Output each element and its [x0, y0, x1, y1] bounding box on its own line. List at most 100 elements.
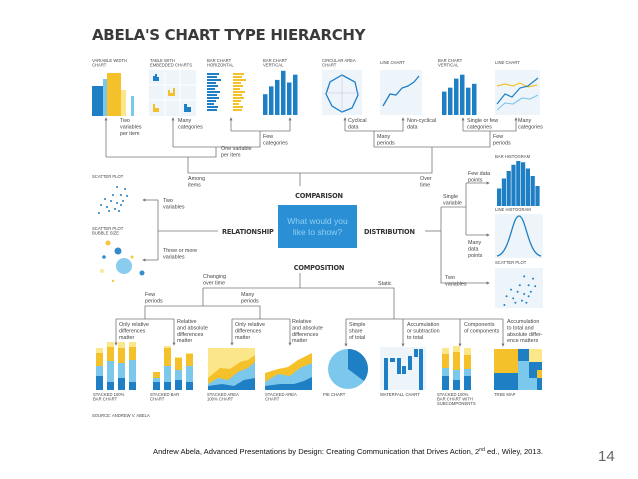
- chart-type-label: STACKED 100% BAR CHART WITH SUBCOMPONENTS: [437, 392, 476, 406]
- chart-type-label-line: BUBBLE SIZE: [92, 231, 119, 236]
- branch-annotation: Single or few categories: [467, 118, 498, 130]
- branch-annotation-line: to total: [407, 335, 423, 341]
- center-question-line-1: What would you: [287, 216, 348, 226]
- branch-annotation-line: periods: [145, 298, 163, 304]
- branch-annotation-line: of total: [349, 335, 365, 341]
- branch-annotation-line: or subtraction: [407, 328, 440, 334]
- chart-type-label-line: SCATTER PLOT: [495, 260, 527, 265]
- branch-annotation: Non-cyclical data: [407, 118, 436, 130]
- horizontal-bar-chart-icon: [207, 73, 246, 111]
- branch-annotation-line: matter: [292, 338, 307, 344]
- chart-type-label-line: BAR CHART: [438, 58, 463, 63]
- multi-line-chart-icon: [495, 70, 540, 115]
- branch-annotation: Two variables: [445, 275, 467, 287]
- chart-type-label: LINE HISTOGRAM: [495, 207, 531, 212]
- branch-annotation-line: points: [468, 253, 483, 259]
- chart-type-label: BAR HISTOGRAM: [495, 154, 531, 159]
- branch-annotation-line: Relative: [177, 319, 196, 325]
- chart-type-label: BAR CHART HORIZONTAL: [207, 58, 234, 68]
- chart-type-label-line: WATERFALL CHART: [380, 392, 420, 397]
- pie-chart-icon: [328, 349, 369, 389]
- branch-annotation-line: points: [468, 177, 483, 183]
- branch-annotation-line: Few: [493, 134, 503, 140]
- branch-annotation: Relative and absolute differences matter: [292, 319, 323, 344]
- chart-type-label: CIRCULAR AREA CHART: [322, 58, 356, 68]
- tree-map-icon: [494, 349, 542, 390]
- category-comparison: COMPARISON: [295, 192, 343, 200]
- branch-annotation-line: Three or more: [163, 248, 197, 254]
- branch-annotation-line: Simple: [349, 322, 365, 328]
- branch-annotation-line: Accumulation: [507, 319, 539, 325]
- branch-annotation: Many categories: [518, 118, 543, 130]
- chart-type-label-line: BAR CHART WITH: [437, 397, 473, 402]
- branch-annotation-line: items: [188, 182, 201, 188]
- branch-annotation-line: categories: [518, 124, 543, 130]
- bubble-chart-icon: [100, 240, 145, 283]
- branch-annotation: Few periods: [145, 292, 163, 304]
- branch-annotation: Only relative differences matter: [119, 322, 149, 341]
- chart-type-label: TABLE WITH EMBEDDED CHARTS: [150, 58, 192, 68]
- stacked-area-chart-icon: [265, 353, 312, 390]
- chart-type-label-line: EMBEDDED CHARTS: [150, 63, 192, 68]
- branch-annotation-line: Two: [163, 198, 173, 204]
- scatter-plot-icon: [98, 186, 128, 214]
- branch-annotation: Static: [378, 281, 392, 287]
- category-relationship: RELATIONSHIP: [222, 228, 274, 236]
- branch-annotation: Over time: [420, 176, 432, 188]
- stacked-100-bar-chart-icon: [96, 342, 136, 390]
- chart-type-label-line: VERTICAL: [263, 63, 284, 68]
- branch-annotation-line: Few: [263, 134, 273, 140]
- branch-annotation-line: time: [420, 182, 430, 188]
- chart-type-label-line: TABLE WITH: [150, 58, 175, 63]
- branch-annotation-line: Only relative: [119, 322, 149, 328]
- chart-type-label: STACKED BAR CHART: [150, 392, 179, 402]
- branch-annotation-line: and absolute: [177, 325, 208, 331]
- chart-type-label: BAR CHART VERTICAL: [438, 58, 463, 68]
- branch-annotation-line: Over: [420, 176, 432, 182]
- branch-annotation: Components of components: [464, 322, 500, 334]
- branch-annotation-line: periods: [241, 298, 259, 304]
- chart-type-label-line: STACKED 100%: [437, 392, 469, 397]
- chart-type-label: SCATTER PLOT BUBBLE SIZE: [92, 226, 124, 236]
- chart-type-label-line: BAR CHART: [263, 58, 288, 63]
- chart-type-label-line: VERTICAL: [438, 63, 459, 68]
- category-composition: COMPOSITION: [294, 264, 345, 272]
- chart-type-label: STACKED AREA CHART: [265, 392, 297, 402]
- chart-type-label-line: 100% CHART: [207, 397, 234, 402]
- branch-annotation: Among items: [188, 176, 205, 188]
- chart-type-label-line: PIE CHART: [323, 392, 346, 397]
- diagram-title: ABELA'S CHART TYPE HIERARCHY: [92, 26, 367, 44]
- page-number: 14: [598, 448, 615, 465]
- source-credit: SOURCE: ANDREW V. ABELA: [92, 413, 150, 418]
- branch-annotation-line: differences: [119, 328, 146, 334]
- branch-annotation-line: Relative: [292, 319, 311, 325]
- branch-annotation-line: One variable: [221, 146, 252, 152]
- branch-annotation-line: Many: [178, 118, 191, 124]
- branch-annotation-line: variable: [443, 200, 462, 206]
- chart-type-label: STACKED 100% BAR CHART: [93, 392, 125, 402]
- branch-annotation-line: data: [348, 124, 359, 130]
- branch-annotation-line: per item: [120, 131, 140, 137]
- table-embedded-charts-icon: [149, 70, 196, 116]
- branch-annotation-line: data: [407, 124, 418, 130]
- branch-annotation-line: Many: [377, 134, 390, 140]
- branch-annotation-line: and absolute: [292, 325, 323, 331]
- center-question-line-2: like to show?: [293, 227, 342, 237]
- branch-annotation: Relative and absolute differences matter: [177, 319, 208, 344]
- scatter-plot-icon: [495, 268, 543, 308]
- branch-annotation-line: per item: [221, 152, 241, 158]
- branch-annotation-line: matter: [177, 338, 192, 344]
- bar-histogram-icon: [497, 161, 540, 206]
- branch-annotation-line: Single or few: [467, 118, 498, 124]
- citation: Andrew Abela, Advanced Presentations by …: [153, 447, 543, 456]
- chart-type-label-line: CHART: [92, 63, 107, 68]
- chart-type-label-line: STACKED BAR: [150, 392, 179, 397]
- branch-annotation: Many categories: [178, 118, 203, 130]
- branch-annotation-line: to total and: [507, 325, 534, 331]
- chart-type-label: LINE CHART: [380, 60, 405, 65]
- chart-type-label-line: SCATTER PLOT: [92, 174, 124, 179]
- chart-type-label-line: LINE CHART: [495, 60, 520, 65]
- vertical-bar-chart-icon: [442, 74, 477, 115]
